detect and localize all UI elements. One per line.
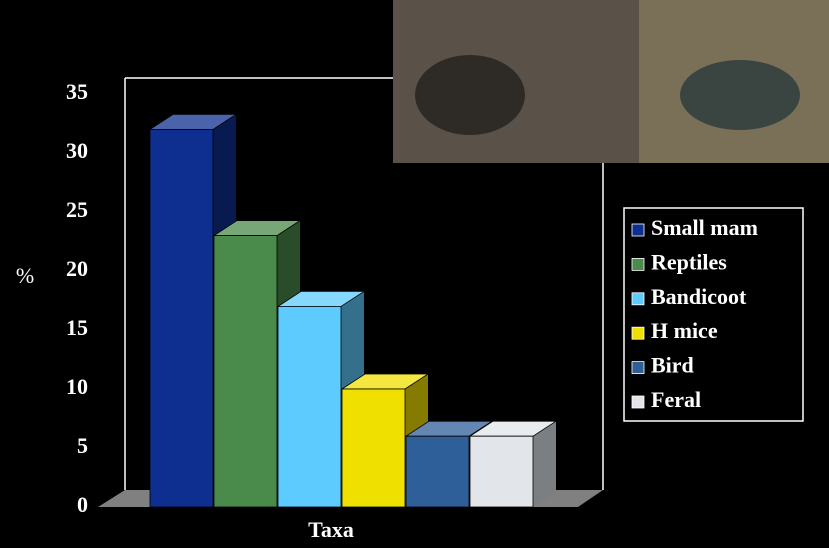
legend-swatch xyxy=(631,223,645,237)
legend-swatch xyxy=(631,326,645,340)
legend-label: Reptiles xyxy=(651,249,727,274)
y-tick-label: 0 xyxy=(77,492,88,517)
bars xyxy=(148,114,558,508)
legend-box xyxy=(623,207,804,422)
bar xyxy=(341,388,406,508)
y-tick-label: 25 xyxy=(66,197,88,222)
y-tick-label: 35 xyxy=(66,79,88,104)
legend-swatch xyxy=(631,257,645,271)
bar xyxy=(213,235,278,508)
bar-side xyxy=(533,421,556,507)
bar xyxy=(405,435,470,508)
legend-label: Feral xyxy=(651,387,701,412)
bar xyxy=(149,128,214,508)
legend-swatch xyxy=(631,292,645,306)
legend-label: Bandicoot xyxy=(651,284,747,309)
y-tick-label: 10 xyxy=(66,374,88,399)
photos xyxy=(393,0,829,163)
legend-swatch xyxy=(631,395,645,409)
legend-swatch xyxy=(631,361,645,375)
x-axis-label: Taxa xyxy=(308,517,354,542)
legend-label: Small mam xyxy=(651,215,758,240)
legend: Small mam Reptiles Bandicoot H mice Bird Fera… xyxy=(631,215,758,412)
y-axis-label: % xyxy=(16,263,34,288)
y-tick-label: 20 xyxy=(66,256,88,281)
y-tick-label: 30 xyxy=(66,138,88,163)
bar xyxy=(277,305,342,508)
y-tick-label: 5 xyxy=(77,433,88,458)
legend-label: Bird xyxy=(651,353,694,378)
photo-rat-1-body xyxy=(415,55,525,135)
photo-rat-2-body xyxy=(680,60,800,130)
bar xyxy=(469,435,534,508)
legend-label: H mice xyxy=(651,318,718,343)
y-tick-label: 15 xyxy=(66,315,88,340)
